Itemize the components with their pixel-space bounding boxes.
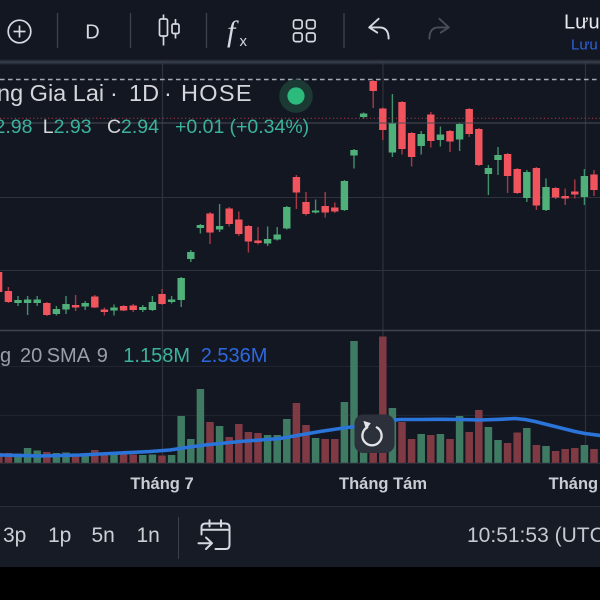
svg-text:D: D (85, 22, 99, 44)
svg-text:x: x (240, 33, 248, 50)
svg-text:f: f (227, 15, 239, 48)
svg-text:Lưu: Lưu (571, 37, 598, 54)
svg-text:Lưu b: Lưu b (564, 12, 600, 34)
